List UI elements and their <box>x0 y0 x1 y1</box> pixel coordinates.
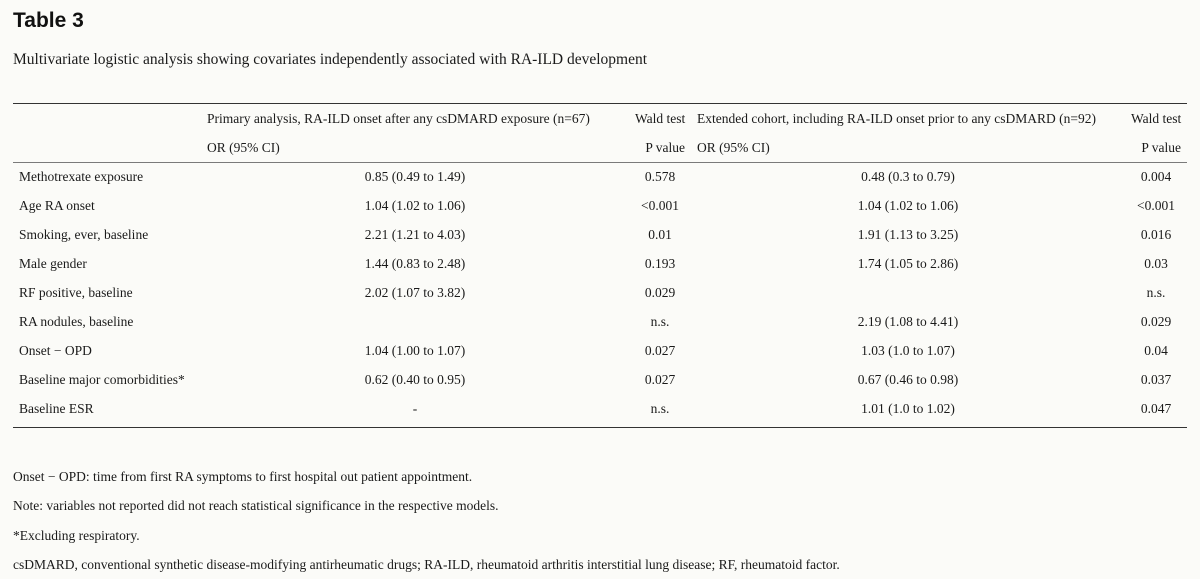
header-primary-analysis: Primary analysis, RA-ILD onset after any… <box>207 111 590 126</box>
header-rule <box>13 162 1187 163</box>
header-p-value-2: P value <box>1141 139 1181 155</box>
footnote: *Excluding respiratory. <box>13 527 140 543</box>
row-variable: RA nodules, baseline <box>19 313 134 329</box>
top-rule <box>13 103 1187 104</box>
row-variable: Smoking, ever, baseline <box>19 226 149 242</box>
header-or-ci-2: OR (95% CI) <box>697 139 770 155</box>
table-row: RF positive, baseline 2.02 (1.07 to 3.82… <box>13 278 1187 307</box>
header-p-value-1: P value <box>645 139 685 155</box>
row-p-extended: 0.04 <box>1144 342 1168 358</box>
row-p-extended: 0.004 <box>1140 169 1172 184</box>
row-or-extended: 1.04 (1.02 to 1.06) <box>857 197 959 213</box>
row-or-extended: 1.03 (1.0 to 1.07) <box>861 342 955 358</box>
header-or-ci-1: OR (95% CI) <box>207 139 280 155</box>
group-header-row: Primary analysis, RA-ILD onset after any… <box>13 104 1187 133</box>
row-or-primary: 1.04 (1.00 to 1.07) <box>364 342 466 358</box>
header-wald-test-2: Wald test <box>1131 111 1182 126</box>
row-p-primary: 0.578 <box>644 169 676 184</box>
footnote: csDMARD, conventional synthetic disease-… <box>13 556 840 572</box>
table-row: Onset − OPD 1.04 (1.00 to 1.07) 0.027 1.… <box>13 336 1187 365</box>
row-variable: Methotrexate exposure <box>19 169 144 184</box>
row-p-extended: 0.029 <box>1140 313 1172 329</box>
footnote: Note: variables not reported did not rea… <box>13 498 499 514</box>
row-variable: Onset − OPD <box>19 342 92 358</box>
bottom-rule <box>13 427 1187 428</box>
row-p-extended: 0.03 <box>1144 255 1168 271</box>
row-p-extended: 0.047 <box>1140 400 1172 416</box>
row-p-extended: <0.001 <box>1137 197 1175 213</box>
row-p-primary: n.s. <box>650 313 670 329</box>
row-p-primary: 0.01 <box>648 226 672 242</box>
header-blank <box>13 104 201 133</box>
footnote: Onset − OPD: time from first RA symptoms… <box>13 469 473 484</box>
row-p-primary: 0.029 <box>644 284 676 300</box>
header-blank <box>13 133 201 162</box>
row-or-extended: 2.19 (1.08 to 4.41) <box>857 313 959 329</box>
row-or-extended: 1.91 (1.13 to 3.25) <box>857 226 959 242</box>
row-variable: Male gender <box>19 255 87 271</box>
row-or-primary: 1.44 (0.83 to 2.48) <box>364 255 466 271</box>
table-footnotes: Onset − OPD: time from first RA symptoms… <box>13 462 840 579</box>
sub-header-row: OR (95% CI) P value OR (95% CI) P value <box>13 133 1187 162</box>
results-table: Primary analysis, RA-ILD onset after any… <box>13 104 1187 423</box>
row-variable: Baseline major comorbidities* <box>19 371 185 387</box>
row-or-extended: 0.67 (0.46 to 0.98) <box>857 371 959 387</box>
row-p-extended: n.s. <box>1146 284 1166 300</box>
row-p-primary: <0.001 <box>641 197 679 213</box>
row-p-extended: 0.037 <box>1140 371 1172 387</box>
table-title: Table 3 <box>13 9 84 32</box>
table-row: Age RA onset 1.04 (1.02 to 1.06) <0.001 … <box>13 191 1187 220</box>
row-variable: Age RA onset <box>19 197 95 213</box>
row-or-primary: 0.62 (0.40 to 0.95) <box>364 371 466 387</box>
table-row: RA nodules, baseline n.s. 2.19 (1.08 to … <box>13 307 1187 336</box>
row-variable: RF positive, baseline <box>19 284 133 300</box>
row-or-extended: 0.48 (0.3 to 0.79) <box>861 169 955 184</box>
row-or-extended: 1.74 (1.05 to 2.86) <box>857 255 959 271</box>
header-extended-cohort: Extended cohort, including RA-ILD onset … <box>697 111 1097 126</box>
row-p-primary: 0.027 <box>644 342 676 358</box>
row-or-primary: - <box>412 400 418 416</box>
header-wald-test-1: Wald test <box>635 111 686 126</box>
row-p-primary: 0.027 <box>644 371 676 387</box>
table-caption: Multivariate logistic analysis showing c… <box>13 51 648 68</box>
table-row: Smoking, ever, baseline 2.21 (1.21 to 4.… <box>13 220 1187 249</box>
row-or-primary: 1.04 (1.02 to 1.06) <box>364 197 466 213</box>
row-or-primary: 2.02 (1.07 to 3.82) <box>364 284 466 300</box>
row-or-extended <box>691 278 1125 307</box>
row-p-extended: 0.016 <box>1140 226 1172 242</box>
row-p-primary: n.s. <box>650 400 670 416</box>
table-row: Baseline major comorbidities* 0.62 (0.40… <box>13 365 1187 394</box>
row-p-primary: 0.193 <box>644 255 676 271</box>
row-or-extended: 1.01 (1.0 to 1.02) <box>861 400 955 416</box>
table-row: Baseline ESR - n.s. 1.01 (1.0 to 1.02) 0… <box>13 394 1187 423</box>
table-row: Methotrexate exposure 0.85 (0.49 to 1.49… <box>13 162 1187 191</box>
row-or-primary <box>201 307 629 336</box>
row-or-primary: 2.21 (1.21 to 4.03) <box>364 226 466 242</box>
row-variable: Baseline ESR <box>19 400 94 416</box>
row-or-primary: 0.85 (0.49 to 1.49) <box>364 169 466 184</box>
table-row: Male gender 1.44 (0.83 to 2.48) 0.193 1.… <box>13 249 1187 278</box>
